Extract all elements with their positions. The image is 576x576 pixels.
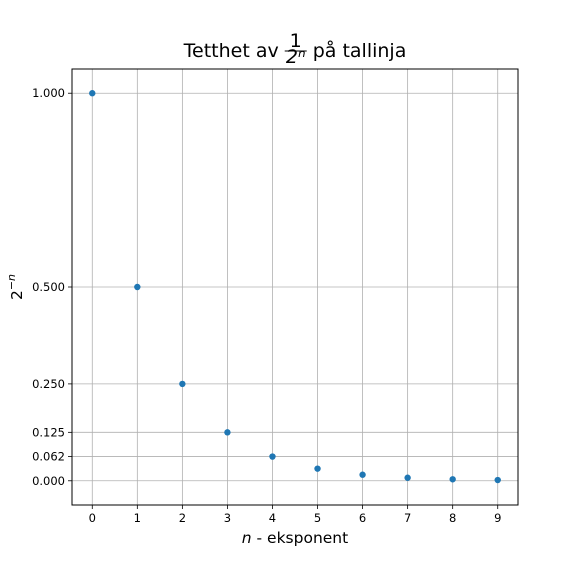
x-tick-label: 8: [449, 511, 456, 525]
title-fraction-denominator: 2ⁿ: [286, 46, 306, 68]
y-tick-label: 0.062: [32, 450, 65, 464]
y-tick-label: 0.250: [32, 377, 65, 391]
x-tick-label: 1: [134, 511, 141, 525]
x-tick-label: 2: [179, 511, 186, 525]
data-point: [179, 380, 186, 388]
x-axis-label-text: - eksponent: [252, 529, 349, 547]
chart-title-prefix: Tetthet av: [183, 40, 279, 62]
x-tick-label: 5: [314, 511, 321, 525]
y-tick-label: 0.000: [32, 474, 65, 488]
y-axis-label-base: 2: [8, 290, 26, 300]
data-point: [269, 453, 276, 460]
axis-ticks: 0 1 2 3 4 5 6 7 8 9 0.000 0.062 0.125 0.250 0.500 1.000: [32, 86, 501, 525]
y-axis-label-exponent: −n: [5, 274, 18, 290]
data-point: [359, 471, 366, 478]
y-tick-label: 1.000: [32, 86, 65, 100]
x-axis-label: n - eksponent: [242, 529, 348, 547]
data-point: [89, 90, 96, 97]
data-point: [404, 474, 411, 481]
data-point: [314, 465, 321, 472]
data-point: [224, 429, 231, 436]
x-tick-label: 9: [494, 511, 501, 525]
data-point: [134, 283, 141, 291]
y-tick-label: 0.500: [32, 280, 65, 294]
x-tick-label: 3: [224, 511, 231, 525]
chart-title-suffix: på tallinja: [313, 39, 407, 62]
svg-text:2−n: 2−n: [5, 274, 26, 300]
x-tick-label: 7: [404, 511, 411, 525]
data-point: [494, 476, 501, 484]
data-points: [89, 90, 501, 484]
title-fraction-numerator: 1: [290, 30, 302, 52]
x-tick-label: 4: [269, 511, 276, 525]
chart-title-fraction: 12ⁿ på tallinja: [284, 30, 407, 68]
grid-lines: [72, 69, 518, 505]
chart-title: Tetthet av: [183, 40, 279, 62]
x-axis-label-variable: n: [242, 529, 252, 547]
x-tick-label: 6: [359, 511, 366, 525]
y-tick-label: 0.125: [32, 425, 65, 439]
x-tick-label: 0: [89, 511, 96, 525]
y-axis-label: 2−n: [5, 274, 26, 300]
data-point: [449, 476, 456, 483]
